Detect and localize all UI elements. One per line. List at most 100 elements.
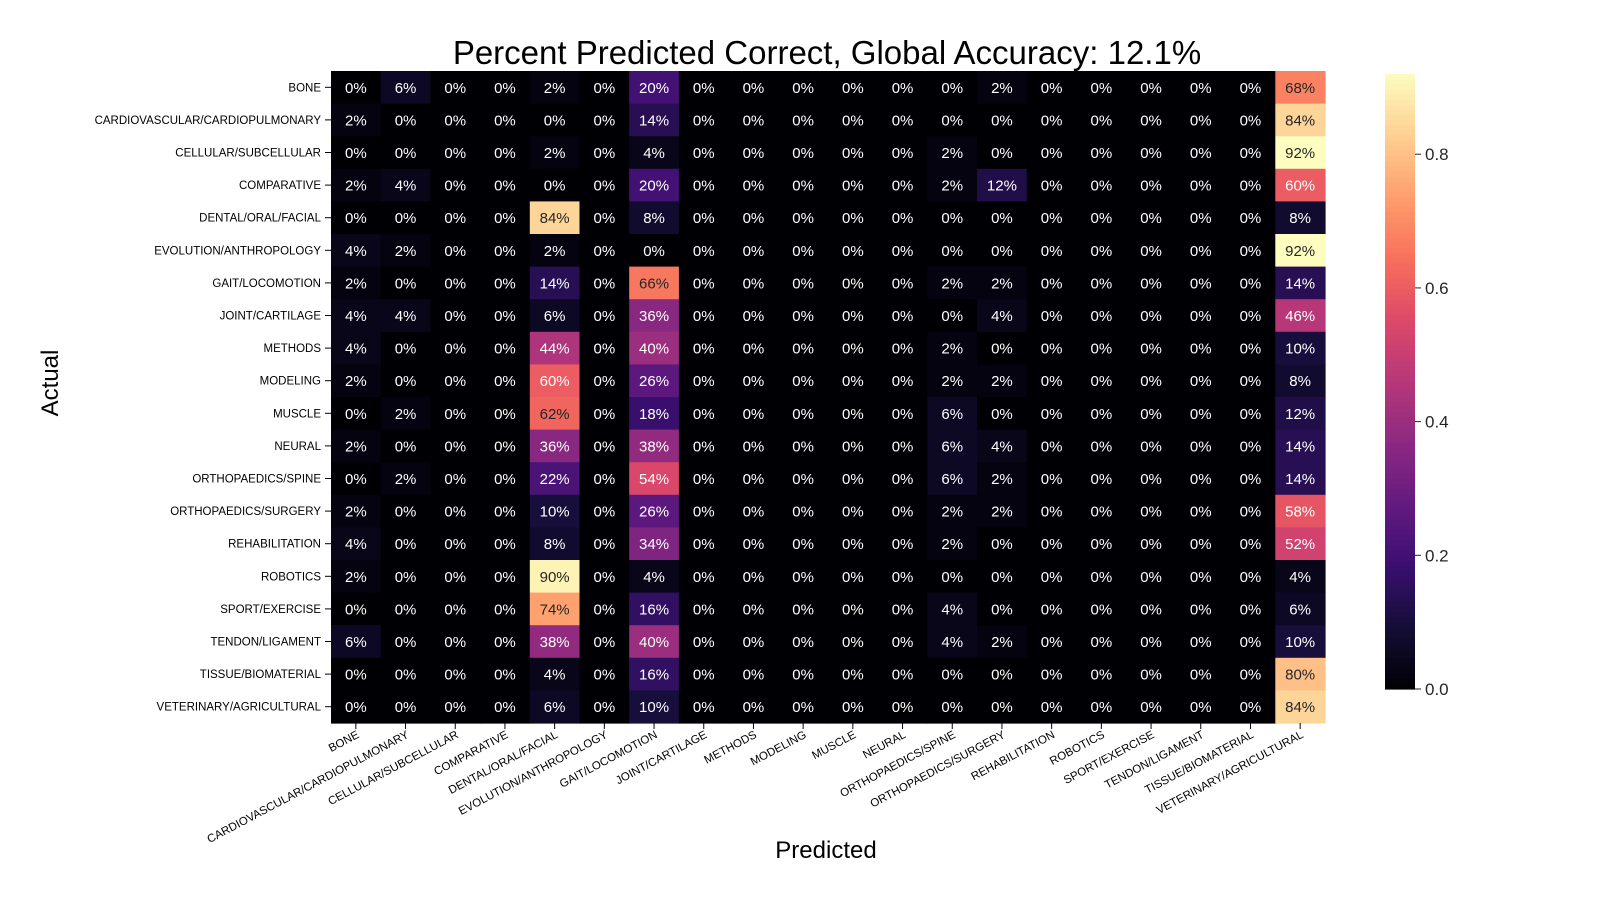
cell-value-label: 0% [544,112,566,129]
y-tick-label-joint-cartilage: JOINT/CARTILAGE [220,311,322,323]
cell-value-label: 0% [842,178,864,195]
cell-value-label: 0% [743,243,765,260]
cell-value-label: 0% [1041,536,1063,553]
colorbar-segment [1385,176,1415,183]
colorbar-segment [1385,519,1415,526]
cell-value-label: 0% [892,504,914,521]
cell-neural-bone [331,429,382,463]
cell-value-label: 0% [1140,471,1162,488]
cell-value-label: 6% [544,699,566,716]
cell-value-label: 0% [991,699,1013,716]
cell-value-label: 54% [639,471,669,488]
cell-value-label: 10% [1285,341,1315,358]
cell-comparative-evolution-anthropology [579,168,630,202]
colorbar-segment [1385,279,1415,285]
colorbar-segment [1385,304,1415,311]
cell-joint-cartilage-evolution-anthropology [579,299,630,333]
cell-modeling-orthopaedics-spine [927,364,978,398]
cell-value-label: 0% [792,341,814,358]
y-tick-label-gait-locomotion: GAIT/LOCOMOTION [212,278,321,290]
cell-comparative-orthopaedics-surgery [977,168,1028,202]
cell-value-label: 0% [743,438,765,455]
cell-tissue-biomaterial-cellular-subcellular [430,657,481,691]
cell-tissue-biomaterial-evolution-anthropology [579,657,630,691]
cell-value-label: 0% [494,536,516,553]
cell-orthopaedics-surgery-orthopaedics-spine [927,494,978,528]
cell-cellular-subcellular-tendon-ligament [1175,136,1227,170]
cell-muscle-evolution-anthropology [579,397,630,431]
cell-value-label: 0% [1240,406,1262,423]
cell-sport-exercise-joint-cartilage [678,592,730,626]
cell-sport-exercise-rehabilitation [1026,592,1078,626]
cell-value-label: 4% [395,308,417,325]
cell-veterinary-agricultural-bone [331,690,382,724]
cell-modeling-tendon-ligament [1175,364,1227,398]
cell-comparative-joint-cartilage [678,168,730,202]
cell-value-label: 46% [1285,308,1315,325]
cell-muscle-modeling [778,397,829,431]
cell-tissue-biomaterial-neural [877,657,928,691]
chart-title: Percent Predicted Correct, Global Accura… [453,34,1201,71]
colorbar-segment [1385,637,1415,644]
cell-bone-gait-locomotion [629,71,680,105]
cell-value-label: 14% [540,275,570,292]
cell-cellular-subcellular-gait-locomotion [629,136,680,170]
cell-neural-gait-locomotion [629,429,680,463]
cell-evolution-anthropology-cellular-subcellular [430,234,481,268]
cell-rehabilitation-tendon-ligament [1175,527,1227,561]
cell-dental-oral-facial-robotics [1076,201,1127,235]
cell-orthopaedics-surgery-muscle [828,494,879,528]
cell-value-label: 0% [1091,275,1113,292]
cell-muscle-cardiovascular-cardiopulmonary [380,397,431,431]
cell-value-label: 0% [1140,178,1162,195]
cell-neural-neural [877,429,928,463]
cell-value-label: 0% [1041,112,1063,129]
cell-value-label: 60% [540,373,570,390]
cell-value-label: 0% [743,178,765,195]
cell-value-label: 0% [1091,634,1113,651]
cell-evolution-anthropology-veterinary-agricultural [1275,234,1326,268]
cell-orthopaedics-surgery-cardiovascular-cardiopulmonary [380,494,431,528]
cell-value-label: 0% [842,275,864,292]
colorbar-segment [1385,571,1415,577]
cell-tissue-biomaterial-methods [728,657,779,691]
colorbar-segment [1385,443,1415,449]
cell-gait-locomotion-cardiovascular-cardiopulmonary [380,266,431,300]
cell-robotics-muscle [828,560,879,594]
cell-value-label: 0% [842,601,864,618]
cell-value-label: 4% [544,667,566,684]
cell-value-label: 0% [1091,504,1113,521]
cell-methods-methods [728,331,779,365]
cell-value-label: 0% [892,341,914,358]
cell-tissue-biomaterial-dental-oral-facial [529,657,581,691]
cell-value-label: 0% [594,308,616,325]
colorbar-segment [1385,161,1415,167]
cell-comparative-gait-locomotion [629,168,680,202]
cell-cardiovascular-cardiopulmonary-methods [728,103,779,137]
cell-modeling-rehabilitation [1026,364,1078,398]
cell-value-label: 0% [1091,406,1113,423]
colorbar-tick-label: 0.0 [1425,680,1449,699]
cell-orthopaedics-spine-tissue-biomaterial [1225,462,1276,496]
cell-value-label: 0% [792,536,814,553]
colorbar-segment [1385,366,1415,372]
cell-neural-dental-oral-facial [529,429,581,463]
cell-tendon-ligament-neural [877,625,928,659]
cell-cellular-subcellular-muscle [828,136,879,170]
cell-veterinary-agricultural-veterinary-agricultural [1275,690,1326,724]
cell-cellular-subcellular-orthopaedics-surgery [977,136,1028,170]
cell-orthopaedics-spine-veterinary-agricultural [1275,462,1326,496]
cell-value-label: 0% [1140,373,1162,390]
cell-value-label: 2% [544,243,566,260]
cell-bone-orthopaedics-spine [927,71,978,105]
cell-evolution-anthropology-tissue-biomaterial [1225,234,1276,268]
cell-value-label: 40% [639,634,669,651]
cell-value-label: 0% [743,145,765,162]
colorbar-segment [1385,663,1415,670]
cell-tissue-biomaterial-robotics [1076,657,1127,691]
y-tick-label-veterinary-agricultural: VETERINARY/AGRICULTURAL [157,702,322,714]
cell-orthopaedics-spine-orthopaedics-spine [927,462,978,496]
y-tick-label-muscle: MUSCLE [273,408,321,420]
colorbar-segment [1385,478,1415,485]
cell-value-label: 0% [892,699,914,716]
